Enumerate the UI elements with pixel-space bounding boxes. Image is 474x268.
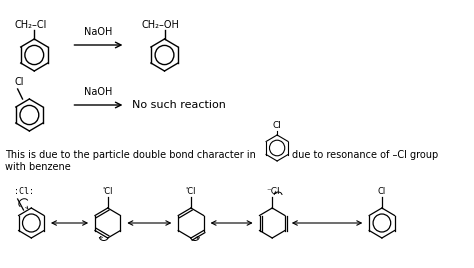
- Text: CH₂–OH: CH₂–OH: [142, 20, 180, 30]
- Text: due to resonance of –Cl group: due to resonance of –Cl group: [292, 150, 438, 160]
- Text: ⁻Cl: ⁻Cl: [266, 187, 280, 196]
- Text: 'Cl: 'Cl: [186, 187, 196, 196]
- Text: This is due to the particle double bond character in: This is due to the particle double bond …: [5, 150, 256, 160]
- Text: CH₂–Cl: CH₂–Cl: [14, 20, 46, 30]
- Text: NaOH: NaOH: [84, 87, 112, 97]
- Text: Cl: Cl: [378, 187, 386, 196]
- Text: 'Cl: 'Cl: [102, 187, 113, 196]
- Text: Cl: Cl: [15, 77, 24, 87]
- Text: No such reaction: No such reaction: [132, 100, 226, 110]
- Text: with benzene: with benzene: [5, 162, 71, 172]
- Text: Cl: Cl: [273, 121, 282, 130]
- Text: NaOH: NaOH: [84, 27, 112, 37]
- Text: :Cl:: :Cl:: [13, 187, 34, 196]
